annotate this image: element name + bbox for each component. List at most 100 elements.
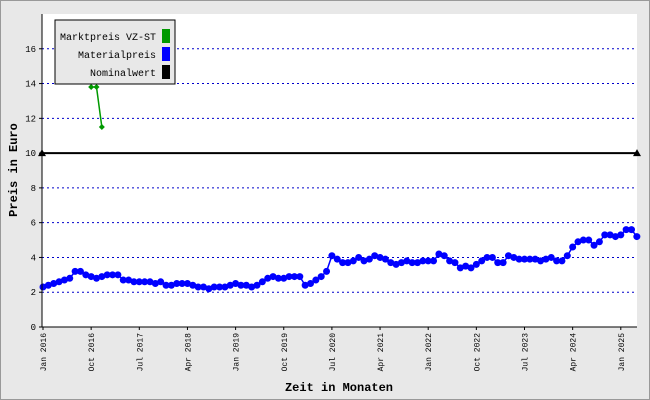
- point: [606, 231, 614, 239]
- reference-marker: [633, 149, 641, 157]
- point: [55, 278, 63, 286]
- point: [248, 283, 256, 291]
- point: [274, 274, 282, 282]
- y-tick-label: 4: [31, 253, 36, 263]
- point: [504, 252, 512, 260]
- point: [93, 274, 100, 282]
- point: [478, 257, 486, 265]
- point: [296, 273, 304, 281]
- point: [280, 274, 288, 282]
- point: [344, 259, 352, 267]
- point: [226, 281, 234, 289]
- y-tick-label: 2: [31, 288, 36, 298]
- x-tick-label: Apr 2024: [570, 333, 579, 372]
- point: [408, 259, 416, 267]
- point: [392, 260, 400, 268]
- point: [232, 280, 240, 288]
- point: [435, 250, 443, 258]
- y-tick-label: 10: [25, 149, 36, 159]
- point: [141, 278, 149, 286]
- point: [590, 241, 598, 249]
- point: [456, 264, 464, 272]
- point: [488, 253, 496, 261]
- point: [462, 262, 470, 270]
- point: [558, 257, 566, 265]
- point: [467, 264, 475, 272]
- x-tick-label: Jul 2020: [329, 333, 338, 372]
- point: [216, 283, 224, 291]
- point: [483, 253, 491, 261]
- point: [125, 276, 133, 284]
- point: [98, 273, 106, 281]
- point: [328, 252, 336, 260]
- point: [173, 280, 181, 288]
- point: [135, 278, 143, 286]
- point: [285, 273, 293, 281]
- point: [537, 257, 545, 265]
- point: [114, 271, 122, 279]
- point: [521, 255, 528, 263]
- x-tick-label: Jul 2023: [522, 333, 531, 372]
- x-tick-label: Oct 2016: [88, 333, 97, 372]
- point: [547, 253, 555, 261]
- legend-swatch: [162, 29, 170, 43]
- point: [360, 257, 368, 265]
- point: [312, 276, 320, 284]
- point: [44, 281, 52, 289]
- point: [301, 281, 309, 289]
- x-tick-label: Jan 2019: [233, 333, 242, 372]
- point: [221, 283, 229, 291]
- point: [103, 271, 111, 279]
- point: [71, 267, 79, 275]
- point: [446, 257, 454, 265]
- legend: Marktpreis VZ-ST Materialpreis Nominalwert: [54, 19, 176, 85]
- x-tick-label: Apr 2018: [184, 333, 193, 372]
- point: [178, 280, 186, 288]
- point: [440, 252, 448, 260]
- point: [349, 257, 357, 265]
- point: [130, 278, 138, 286]
- point: [424, 257, 432, 265]
- point: [88, 84, 95, 91]
- point: [574, 238, 582, 246]
- point: [60, 276, 68, 284]
- x-tick-label: Jan 2016: [40, 333, 49, 372]
- point: [151, 280, 159, 288]
- point: [622, 226, 630, 234]
- point: [50, 280, 58, 288]
- point: [633, 233, 641, 241]
- point: [387, 259, 395, 267]
- point: [381, 255, 389, 263]
- point: [414, 259, 421, 267]
- x-tick-label: Jan 2025: [618, 333, 627, 372]
- point: [601, 231, 609, 239]
- point: [87, 273, 95, 281]
- point: [628, 226, 635, 234]
- legend-label: Marktpreis VZ-ST: [60, 32, 156, 44]
- point: [376, 253, 384, 261]
- point: [119, 276, 127, 284]
- point: [569, 243, 577, 251]
- legend-swatch: [162, 65, 170, 79]
- point: [205, 285, 213, 293]
- point: [194, 283, 202, 291]
- y-tick-label: 12: [25, 114, 36, 124]
- point: [323, 267, 331, 275]
- point: [563, 252, 571, 260]
- point: [585, 236, 593, 244]
- point: [189, 281, 197, 289]
- point: [76, 267, 84, 275]
- point: [403, 257, 411, 265]
- point: [66, 274, 74, 282]
- point: [93, 84, 100, 91]
- point: [419, 257, 427, 265]
- y-axis-title: Preis in Euro: [7, 123, 21, 217]
- legend-label: Nominalwert: [90, 68, 156, 80]
- x-tick-label: Oct 2019: [281, 333, 290, 372]
- point: [333, 255, 341, 263]
- point: [531, 255, 539, 263]
- point: [451, 259, 459, 267]
- x-axis-title: Zeit in Monaten: [285, 381, 393, 395]
- point: [510, 253, 518, 261]
- y-tick-label: 0: [31, 323, 36, 333]
